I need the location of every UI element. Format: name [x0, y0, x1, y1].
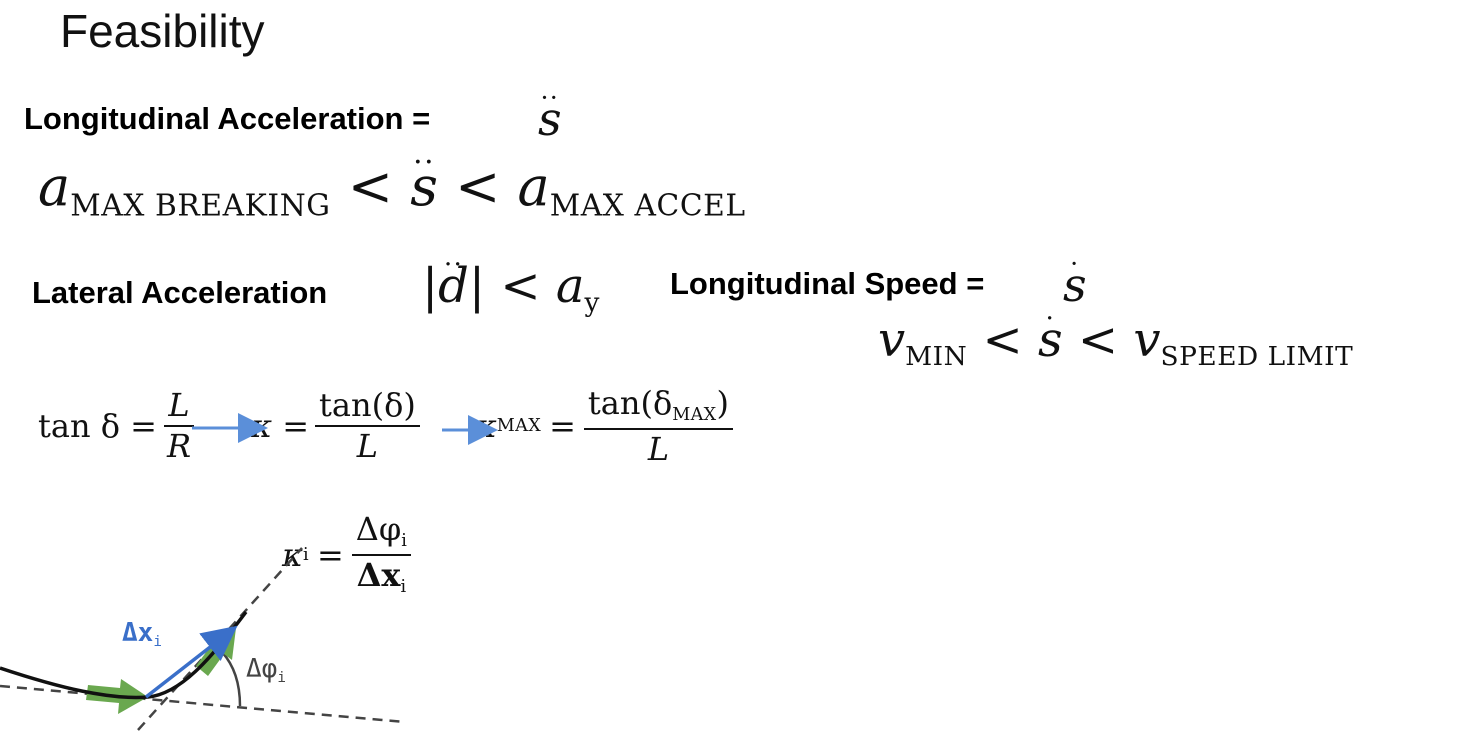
- delta-x-vector: [144, 625, 238, 699]
- long-speed-label: Longitudinal Speed =: [670, 266, 985, 301]
- long-speed-inequality: vMIN < · s < vSPEED LIMIT: [878, 302, 1354, 373]
- long-accel-inequality: aMAX BREAKING < ·· s < aMAX ACCEL: [38, 144, 746, 224]
- s-ddot-symbol: ·· s: [538, 83, 562, 146]
- s-dot-symbol: · s: [1063, 249, 1087, 312]
- long-accel-label: Longitudinal Acceleration =: [24, 101, 431, 136]
- lat-accel-label: Lateral Acceleration: [32, 275, 328, 310]
- lat-accel-inequality: | ·· d| < ay: [422, 248, 600, 319]
- delta-phi-label: Δφi: [246, 654, 287, 686]
- delta-x-label: Δxi: [122, 618, 163, 650]
- angle-arc: [221, 651, 242, 707]
- slide-title: Feasibility: [60, 5, 265, 57]
- tangent-line-1: [0, 684, 406, 724]
